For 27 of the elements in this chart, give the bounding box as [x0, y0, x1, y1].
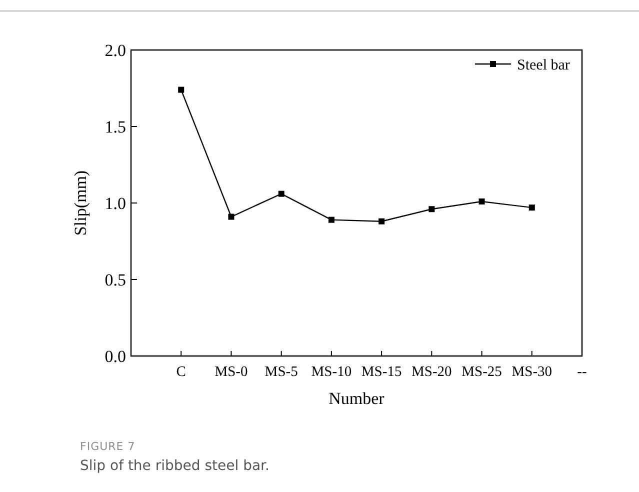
y-tick-label: 1.0 — [104, 194, 126, 213]
caption: FIGURE 7 — [80, 440, 136, 453]
y-tick-label: 2.0 — [104, 40, 126, 60]
point — [378, 218, 385, 224]
y-tick-label: 0.5 — [104, 270, 126, 290]
y-tick-label: 0.0 — [104, 346, 126, 366]
point — [528, 204, 535, 211]
x-tick-label: C — [176, 364, 186, 380]
point — [478, 198, 485, 204]
point — [178, 86, 184, 93]
x-tick-label: -- — [577, 364, 587, 380]
x-tick-label: MS-30 — [512, 364, 552, 380]
x-axis-title: Number — [328, 389, 385, 408]
legend-label: Steel bar — [517, 57, 570, 74]
y-axis-title: Slip(mm) — [71, 170, 90, 236]
x-tick-label: MS-5 — [264, 364, 298, 380]
x-tick-label: MS-0 — [214, 364, 248, 380]
point — [228, 214, 234, 220]
point — [278, 190, 284, 197]
x-tick-label: MS-20 — [412, 364, 452, 380]
text: Slip of the ribbed steel bar. — [80, 458, 270, 474]
point — [328, 216, 334, 223]
y-tick-label: 1.5 — [104, 117, 126, 136]
point — [428, 206, 435, 212]
x-tick-label: MS-10 — [311, 364, 352, 380]
x-tick-label: MS-25 — [462, 364, 502, 380]
x-tick-label: MS-15 — [361, 364, 402, 380]
